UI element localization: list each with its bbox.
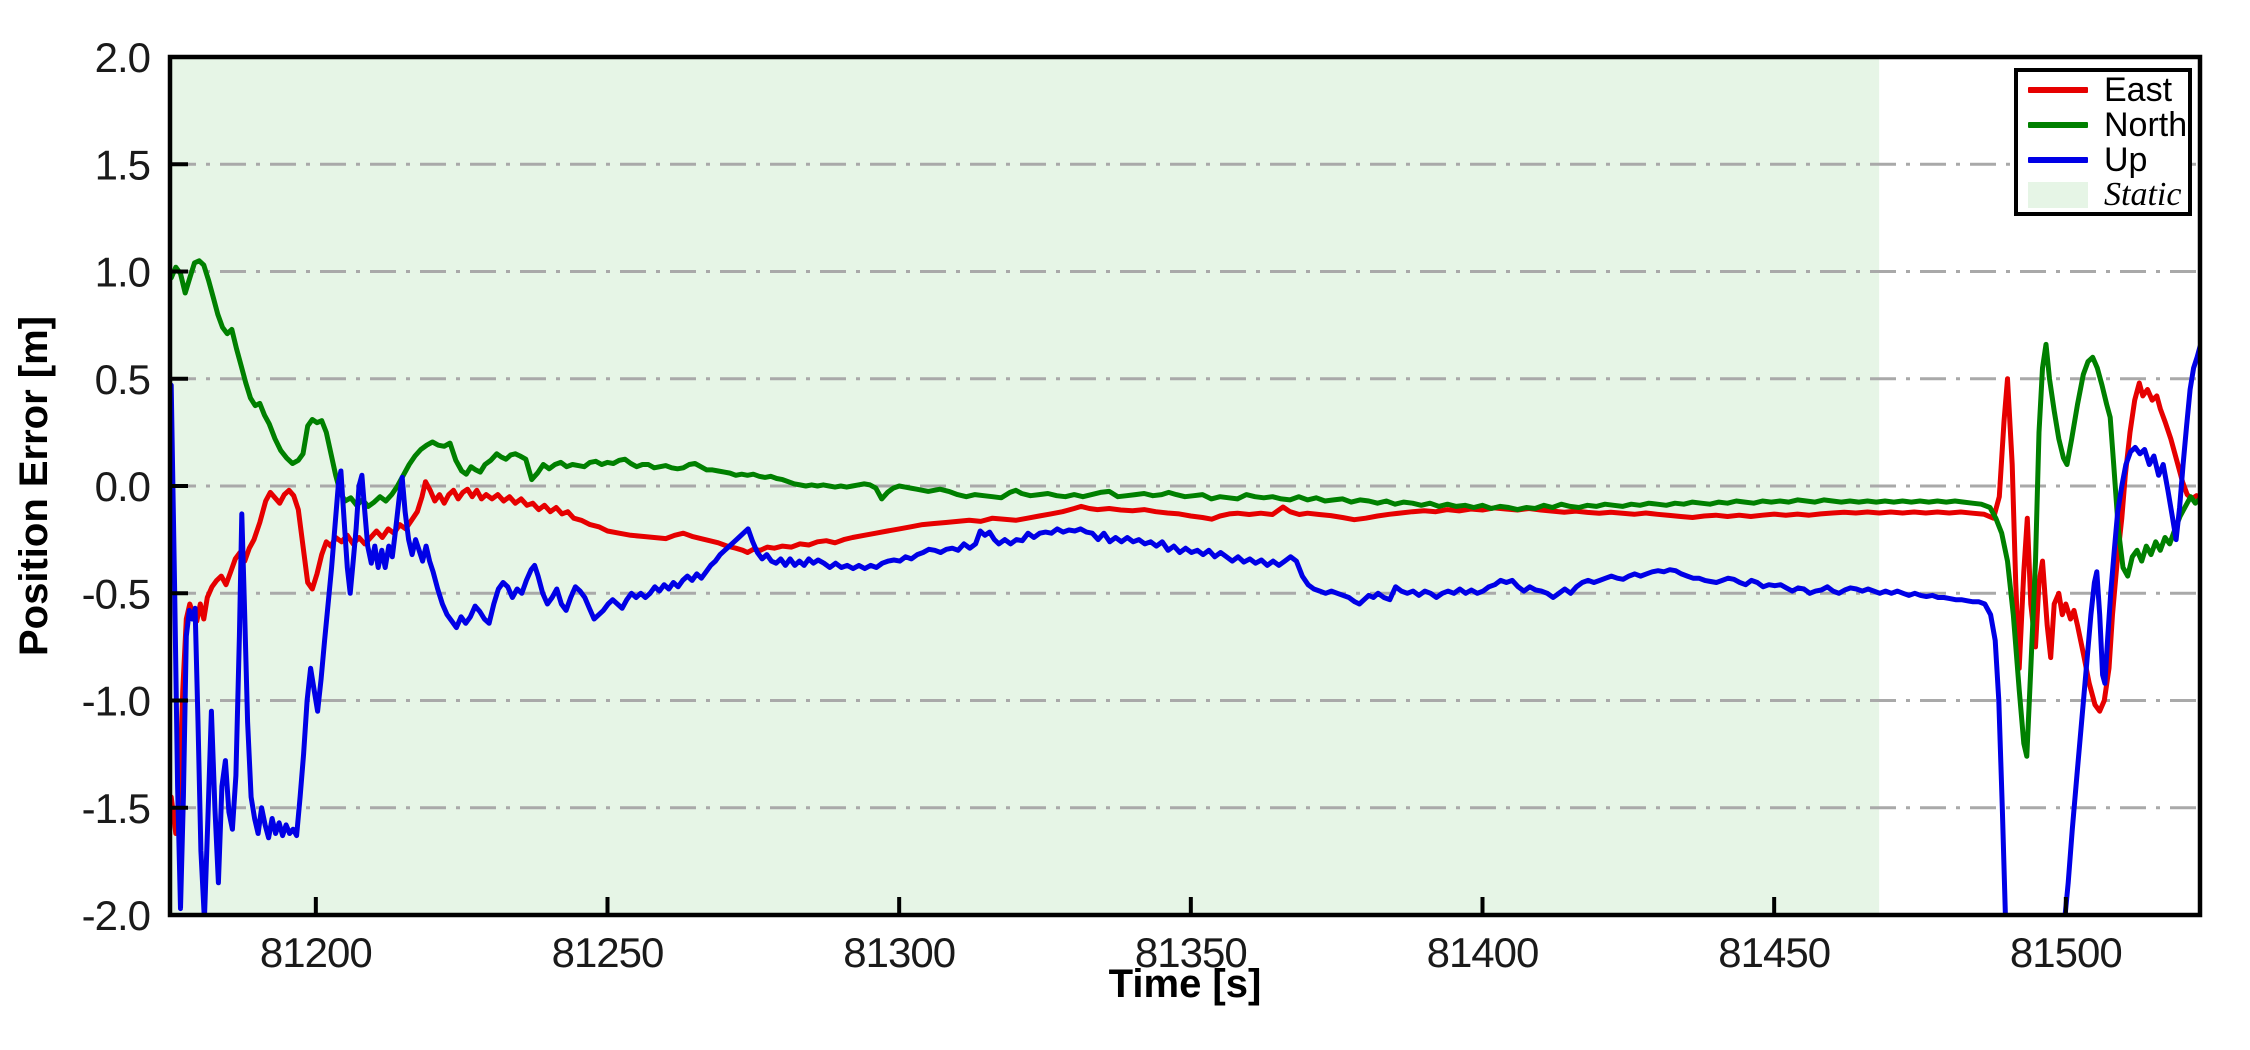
legend: East North Up Static: [2014, 68, 2192, 216]
svg-text:1.0: 1.0: [95, 249, 150, 296]
svg-text:0.5: 0.5: [95, 356, 150, 403]
series-north-line: [170, 258, 2200, 759]
up-line-swatch-icon: [2028, 156, 2088, 163]
x-axis-label: Time [s]: [1108, 962, 1262, 1006]
series-east-line: [170, 376, 2200, 836]
svg-text:81350: 81350: [1135, 929, 1247, 976]
x-axis-ticks: 81200 81250 81300 81350 81400 81450 81500: [260, 897, 2123, 976]
svg-text:81500: 81500: [2010, 929, 2122, 976]
legend-label-up: Up: [2104, 140, 2148, 179]
static-patch-swatch-icon: [2028, 181, 2088, 208]
y-axis-ticks: -2.0 -1.5 -1.0 -0.5 0.0 0.5 1.0 1.5 2.0: [82, 34, 188, 939]
svg-text:1.5: 1.5: [95, 141, 150, 188]
svg-text:-0.5: -0.5: [82, 570, 150, 617]
legend-item-north: North: [2028, 108, 2187, 142]
svg-text:81400: 81400: [1427, 929, 1539, 976]
legend-item-up: Up: [2028, 140, 2178, 179]
svg-text:81450: 81450: [1718, 929, 1830, 976]
svg-text:81300: 81300: [843, 929, 955, 976]
series-up-line: [170, 344, 2200, 915]
legend-label-east: East: [2104, 70, 2173, 109]
svg-text:81200: 81200: [260, 929, 372, 976]
north-line-swatch-icon: [2028, 121, 2088, 128]
legend-label-north: North: [2104, 105, 2188, 144]
svg-text:81250: 81250: [552, 929, 664, 976]
legend-item-east: East: [2028, 70, 2178, 109]
svg-text:-1.5: -1.5: [82, 785, 150, 832]
svg-text:2.0: 2.0: [95, 34, 150, 81]
east-line-swatch-icon: [2028, 86, 2088, 93]
y-axis-label: Position Error [m]: [12, 315, 56, 657]
svg-text:0.0: 0.0: [95, 463, 150, 510]
legend-label-static: Static: [2104, 175, 2182, 213]
legend-item-static: Static: [2028, 175, 2182, 213]
svg-text:-2.0: -2.0: [82, 892, 150, 939]
svg-text:-1.0: -1.0: [82, 678, 150, 725]
